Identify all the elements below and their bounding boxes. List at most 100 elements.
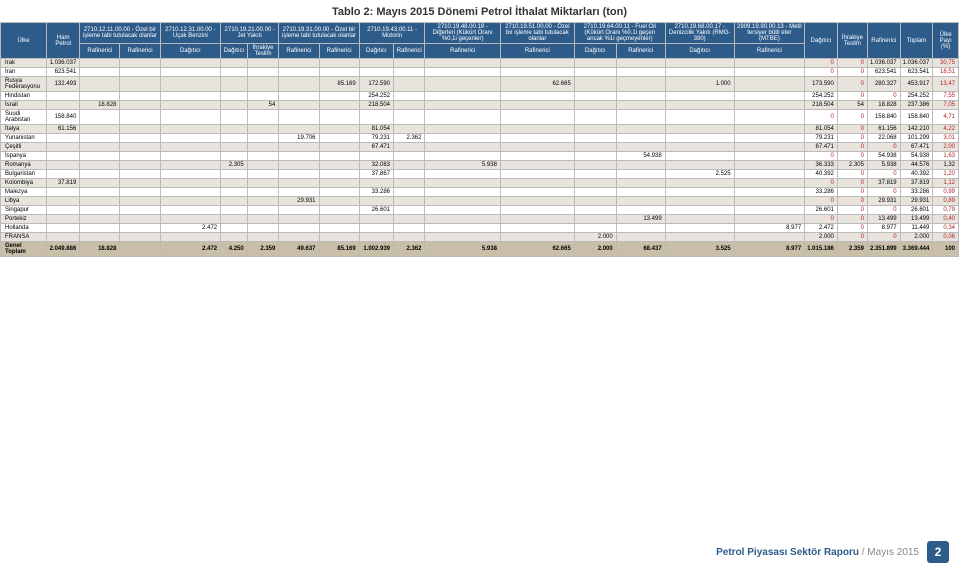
country-cell: Çeşitli <box>1 143 47 152</box>
col-g1: 2710.12.11.00.00 - Özel bir işleme tabi … <box>80 23 160 44</box>
data-cell: 18.828 <box>867 101 900 110</box>
data-cell <box>221 77 248 92</box>
data-cell <box>394 215 425 224</box>
data-cell <box>279 68 319 77</box>
country-cell: Romanya <box>1 161 47 170</box>
table-row: Libya29.9310029.93129.9310,89 <box>1 197 959 206</box>
data-cell <box>47 233 80 242</box>
data-cell: 2.000 <box>574 233 616 242</box>
data-cell <box>221 143 248 152</box>
data-cell: 0 <box>837 224 867 233</box>
country-cell: Singapur <box>1 206 47 215</box>
total-cell: 100 <box>933 242 959 257</box>
data-cell: 0 <box>867 92 900 101</box>
data-cell <box>319 101 359 110</box>
data-cell <box>279 179 319 188</box>
data-cell: 0 <box>837 188 867 197</box>
data-cell: 37.867 <box>359 170 393 179</box>
data-cell <box>247 215 279 224</box>
data-cell <box>221 125 248 134</box>
sub-dag: Dağıtıcı <box>574 44 616 59</box>
data-cell <box>160 101 221 110</box>
data-cell: 453.917 <box>900 77 933 92</box>
data-cell: 0 <box>837 179 867 188</box>
data-cell <box>734 92 805 101</box>
data-cell <box>734 125 805 134</box>
country-cell: Malezya <box>1 188 47 197</box>
data-cell <box>247 134 279 143</box>
data-cell: 13,47 <box>933 77 959 92</box>
table-row: İsrail18.82854218.504218.5045418.828237.… <box>1 101 959 110</box>
data-cell: 33.286 <box>900 188 933 197</box>
data-cell: 33.286 <box>805 188 838 197</box>
data-cell <box>500 188 574 197</box>
data-cell <box>247 224 279 233</box>
data-cell <box>247 110 279 125</box>
data-cell <box>734 161 805 170</box>
data-cell <box>425 125 500 134</box>
sub-raf: Rafinerici <box>394 44 425 59</box>
country-cell: İran <box>1 68 47 77</box>
data-cell <box>394 101 425 110</box>
data-cell <box>279 101 319 110</box>
total-cell: 2.049.886 <box>47 242 80 257</box>
col-ihr: İhrakiye Teslim <box>837 23 867 59</box>
sub-raf: Rafinerici <box>80 44 120 59</box>
sub-raf: Rafinerici <box>319 44 359 59</box>
data-cell <box>80 134 120 143</box>
data-cell <box>734 215 805 224</box>
data-cell: 13.499 <box>867 215 900 224</box>
data-cell <box>221 224 248 233</box>
data-cell <box>500 92 574 101</box>
data-cell: 54.938 <box>616 152 665 161</box>
data-cell: 40.392 <box>900 170 933 179</box>
data-cell <box>616 125 665 134</box>
data-cell <box>319 59 359 68</box>
data-cell <box>574 206 616 215</box>
data-cell: 26.601 <box>900 206 933 215</box>
total-cell: 8.977 <box>734 242 805 257</box>
data-cell <box>120 161 160 170</box>
data-cell: 0 <box>837 197 867 206</box>
data-cell <box>394 233 425 242</box>
data-cell <box>394 152 425 161</box>
col-pay: Ülke Payı (%) <box>933 23 959 59</box>
data-cell <box>500 110 574 125</box>
data-cell <box>616 224 665 233</box>
total-cell: 2.351.899 <box>867 242 900 257</box>
data-cell <box>47 134 80 143</box>
data-cell <box>279 161 319 170</box>
data-cell <box>500 152 574 161</box>
data-cell <box>120 188 160 197</box>
data-cell <box>394 68 425 77</box>
page-footer: Petrol Piyasası Sektör Raporu / Mayıs 20… <box>716 541 949 563</box>
table-body: Irak1.036.037001.036.0371.036.03730,75İr… <box>1 59 959 242</box>
col-g5: 2710.19.43.00.11 - Motorin <box>359 23 425 44</box>
data-cell: 1.036.037 <box>867 59 900 68</box>
data-cell <box>394 110 425 125</box>
data-cell <box>734 188 805 197</box>
data-cell <box>616 161 665 170</box>
data-cell <box>247 77 279 92</box>
total-label: Genel Toplam <box>1 242 47 257</box>
data-cell <box>665 68 734 77</box>
data-cell: 0,89 <box>933 197 959 206</box>
data-cell: 62.665 <box>500 77 574 92</box>
data-cell <box>734 101 805 110</box>
data-cell <box>120 110 160 125</box>
data-cell: 158.840 <box>867 110 900 125</box>
data-cell <box>319 179 359 188</box>
data-cell <box>160 59 221 68</box>
data-table: Ülke Ham Petrol 2710.12.11.00.00 - Özel … <box>0 22 959 257</box>
data-cell <box>359 197 393 206</box>
data-cell <box>160 134 221 143</box>
data-cell <box>665 215 734 224</box>
sub-dag: Dağıtıcı <box>359 44 393 59</box>
data-cell <box>574 134 616 143</box>
data-cell <box>616 68 665 77</box>
col-g2: 2710.12.31.00.00 - Uçak Benzini <box>160 23 221 44</box>
data-cell: 0 <box>837 134 867 143</box>
data-cell <box>734 59 805 68</box>
data-cell <box>616 134 665 143</box>
data-cell <box>500 134 574 143</box>
